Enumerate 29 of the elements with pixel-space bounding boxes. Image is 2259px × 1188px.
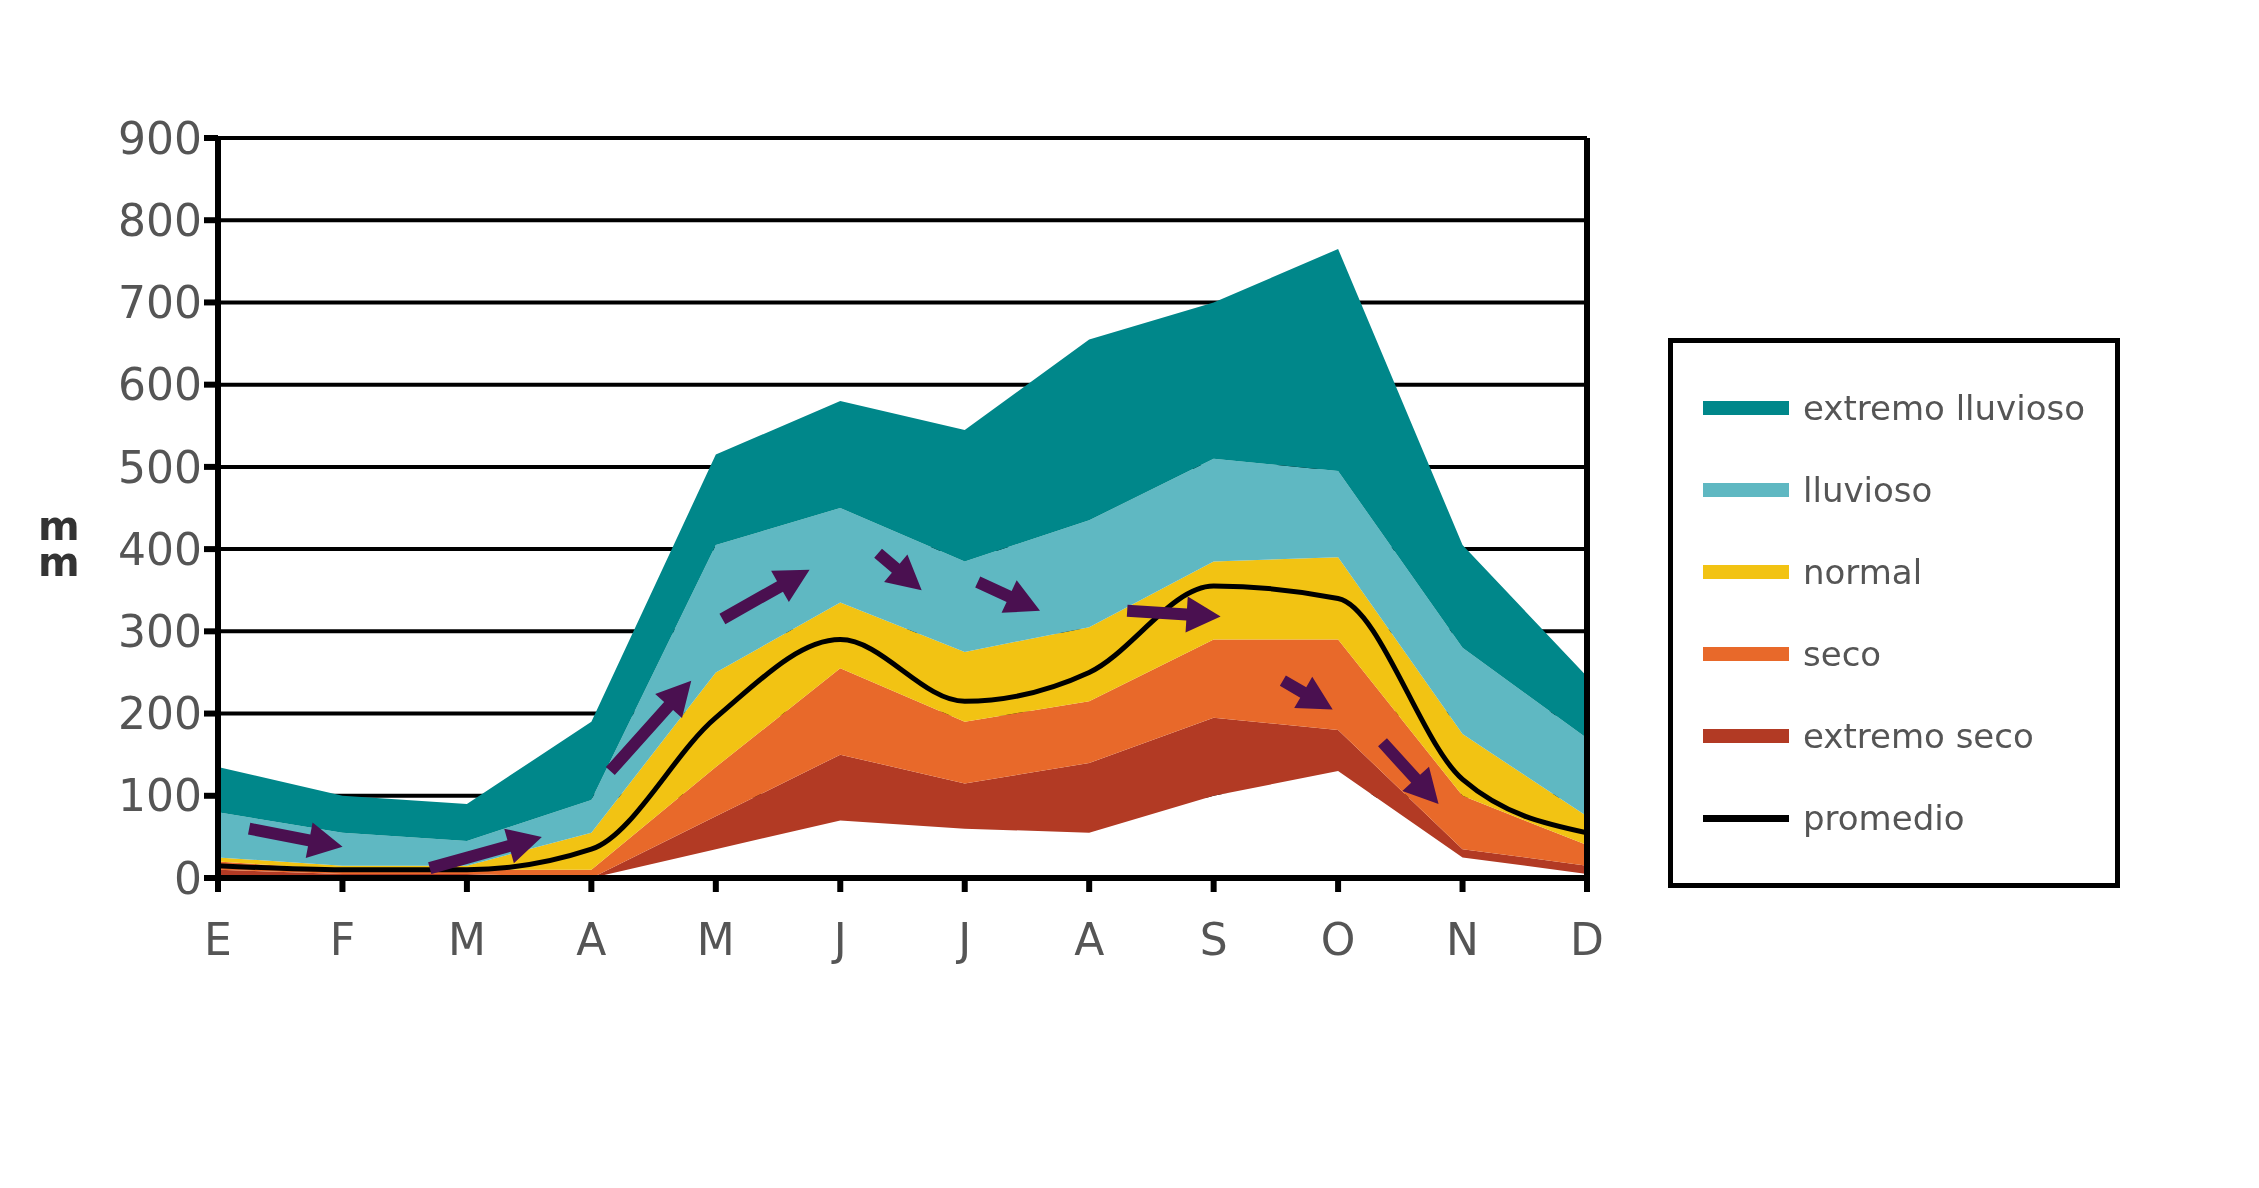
x-tick-label: S	[1199, 914, 1228, 966]
x-tick-label: J	[955, 914, 972, 966]
y-tick-label: 500	[118, 441, 202, 493]
legend-label: extremo lluvioso	[1803, 388, 2085, 428]
x-tick-label: A	[576, 914, 607, 966]
legend-label: extremo seco	[1803, 716, 2034, 756]
x-tick-label: M	[696, 914, 735, 966]
x-tick-label: J	[830, 914, 847, 966]
y-axis-title: mm	[38, 503, 80, 585]
x-tick-label: M	[447, 914, 486, 966]
x-tick-label: O	[1320, 914, 1356, 966]
y-tick-label: 400	[118, 523, 202, 575]
legend-label: normal	[1803, 552, 1923, 592]
y-tick-label: 100	[118, 770, 202, 822]
x-tick-label: N	[1446, 914, 1480, 966]
y-tick-label: 0	[174, 852, 202, 904]
x-tick-label: D	[1570, 914, 1604, 966]
y-tick-label: 200	[118, 688, 202, 740]
y-tick-label: 900	[118, 112, 202, 164]
legend-label: promedio	[1803, 798, 1965, 838]
y-tick-label: 700	[118, 277, 202, 329]
x-tick-label: A	[1074, 914, 1105, 966]
legend-label: lluvioso	[1803, 470, 1933, 510]
legend-label: seco	[1803, 634, 1882, 674]
y-tick-label: 800	[118, 194, 202, 246]
y-tick-label: 300	[118, 605, 202, 657]
x-tick-label: E	[204, 914, 232, 966]
y-tick-label: 600	[118, 359, 202, 411]
x-tick-label: F	[329, 914, 356, 966]
